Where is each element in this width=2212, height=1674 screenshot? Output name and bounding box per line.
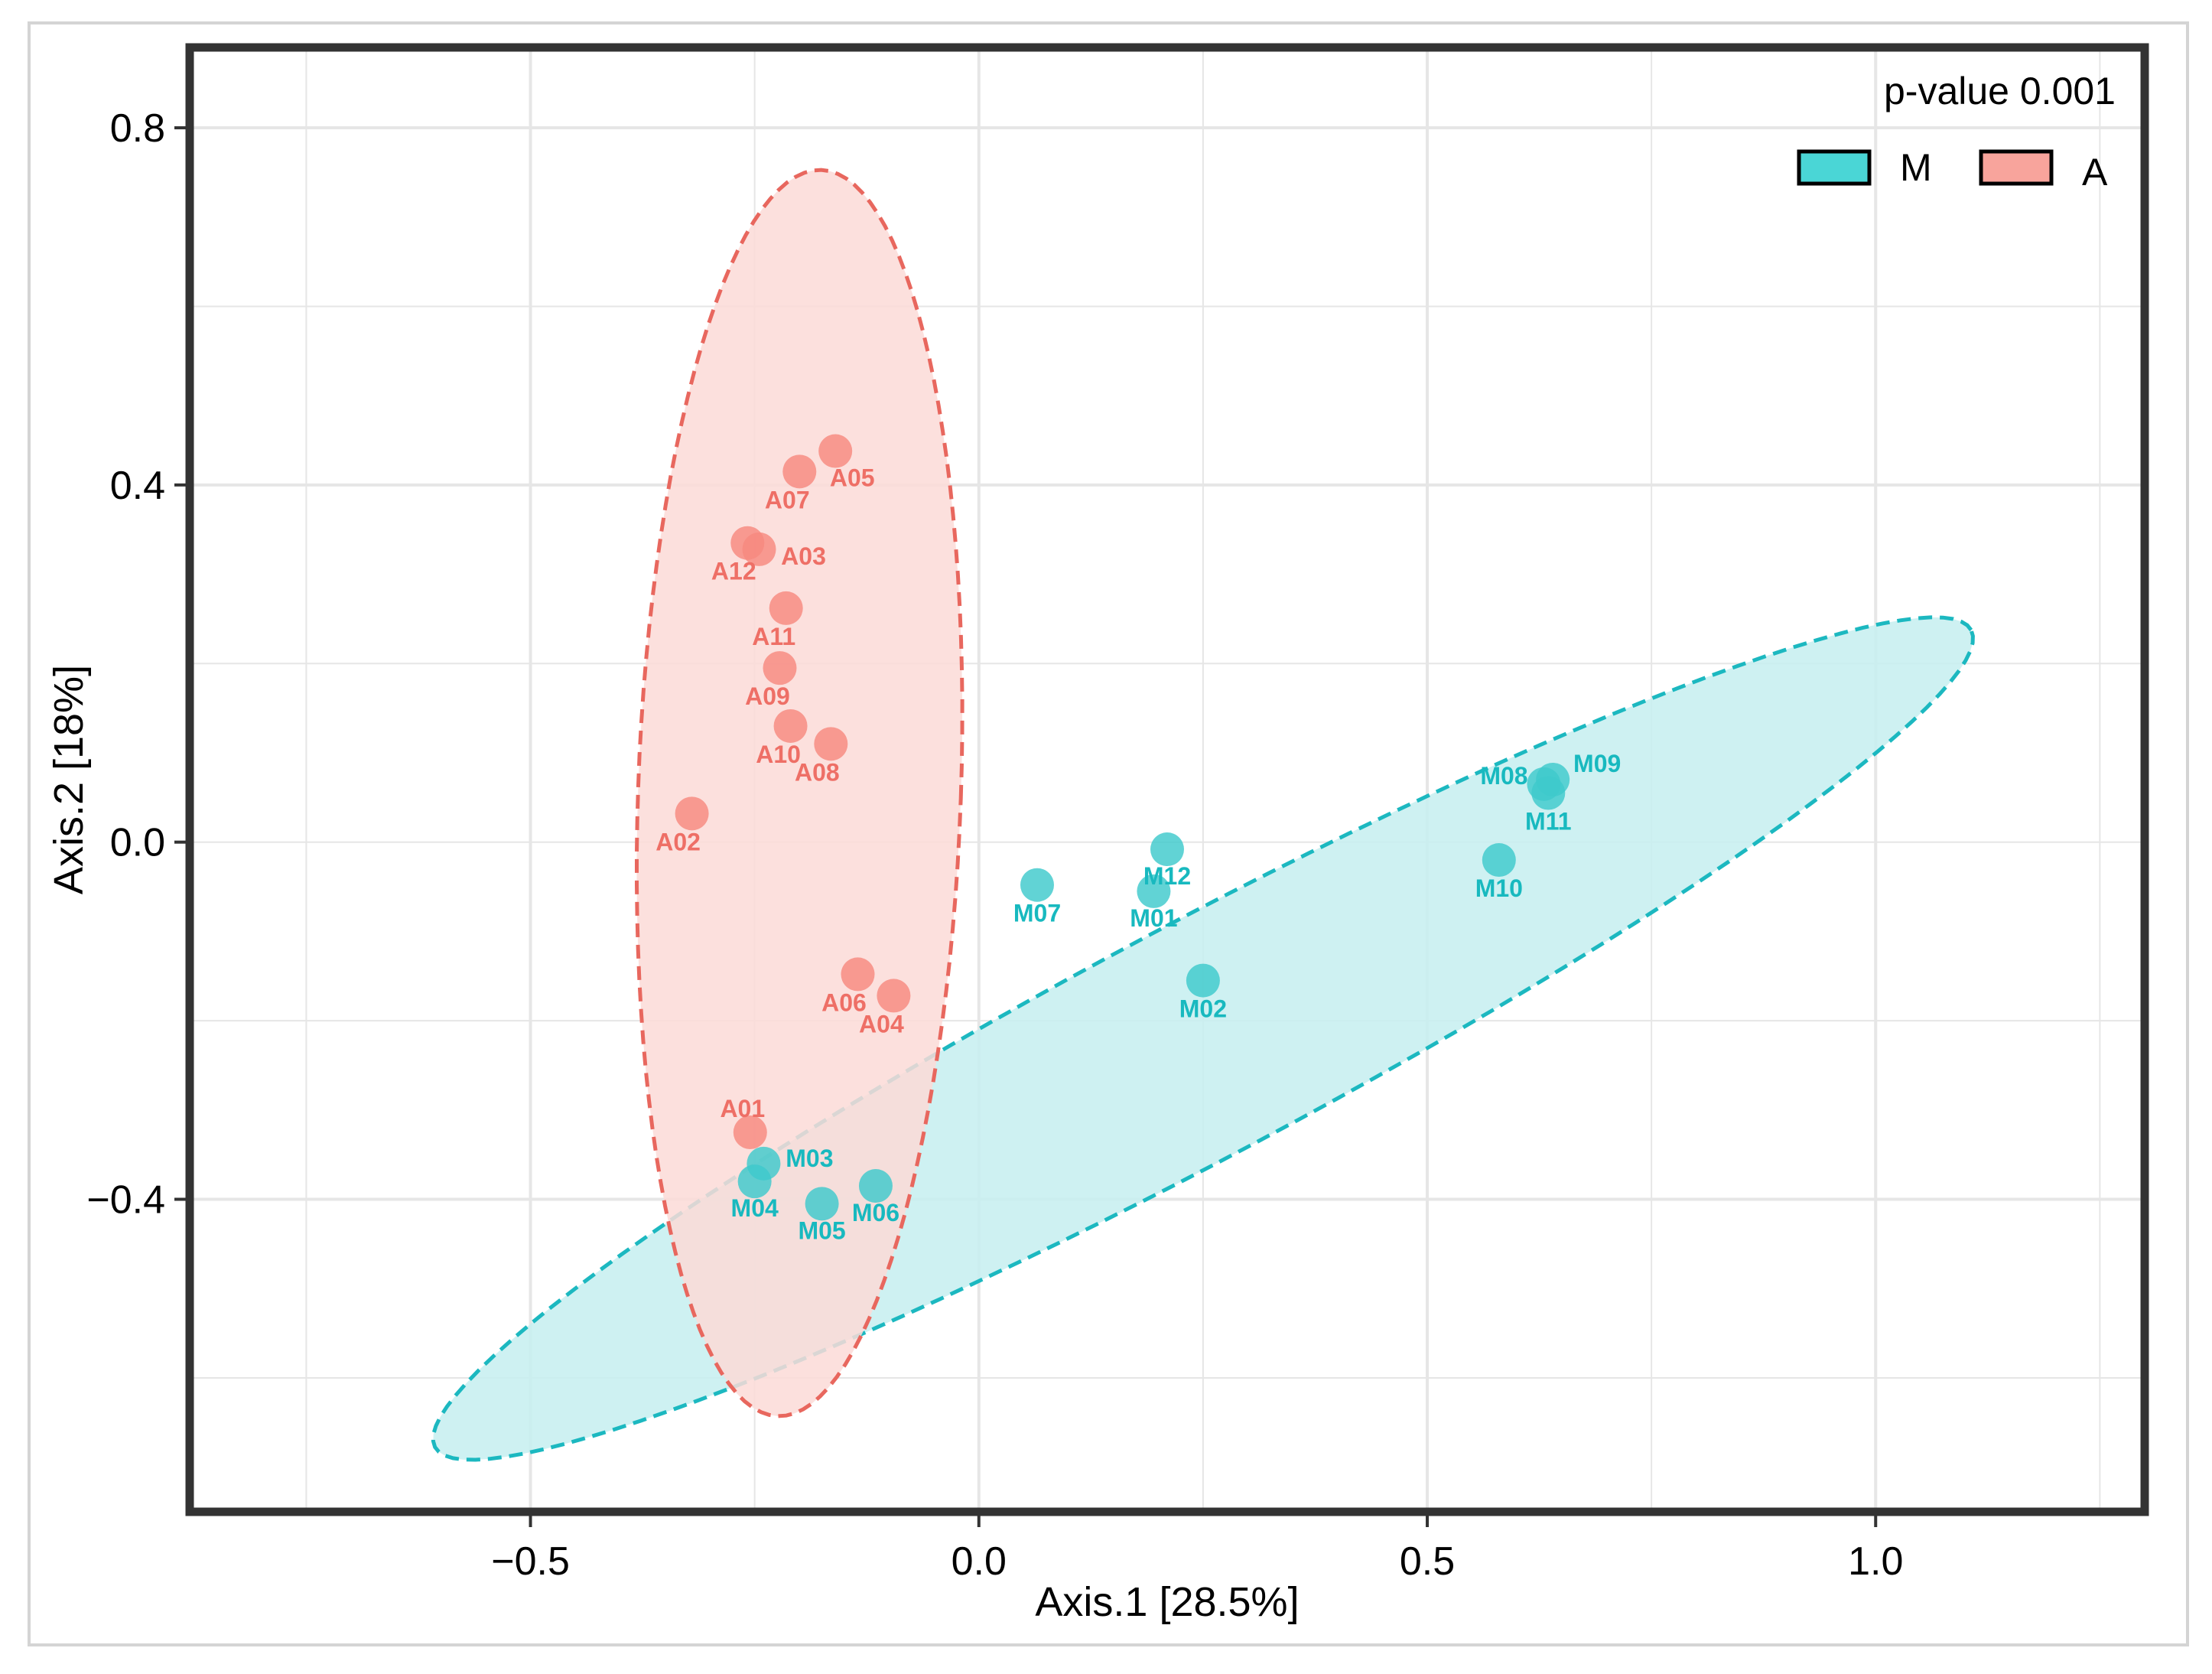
data-points	[675, 434, 1570, 1221]
point-m10	[1482, 843, 1516, 878]
point-m06	[858, 1169, 893, 1203]
point-label-a01: A01	[720, 1095, 765, 1122]
plot-panel	[190, 47, 2145, 1512]
point-m01	[1137, 874, 1171, 908]
legend-swatch-m	[1797, 149, 1872, 186]
point-a08	[814, 727, 848, 761]
x-tick-label: 0.0	[951, 1539, 1007, 1584]
point-label-a11: A11	[752, 623, 795, 650]
point-m11	[1531, 776, 1566, 810]
point-a02	[675, 796, 709, 831]
point-label-a03: A03	[781, 542, 826, 570]
point-labels: M01 M02 M03 M04 M05 M06 M07 M08 M09 M10 M11 M12 A01 A…	[655, 464, 1621, 1245]
legend-label-a: A	[2082, 151, 2108, 194]
y-tick-label: 0.8	[110, 106, 165, 151]
point-m12	[1150, 832, 1184, 867]
point-label-m06: M06	[852, 1199, 899, 1226]
point-label-m10: M10	[1475, 874, 1523, 902]
x-axis-title: Axis.1 [28.5%]	[1035, 1579, 1299, 1625]
point-a09	[763, 651, 797, 686]
point-label-a06: A06	[821, 988, 867, 1016]
legend-label-m: M	[1900, 146, 1932, 189]
point-label-m05: M05	[798, 1216, 845, 1244]
x-tick-label: 0.5	[1400, 1539, 1455, 1584]
x-tick-label: 1.0	[1848, 1539, 1903, 1584]
point-label-a08: A08	[795, 758, 840, 786]
y-tick-label: 0.0	[110, 821, 165, 865]
point-label-m08: M08	[1480, 762, 1527, 790]
ellipse-a	[635, 168, 964, 1418]
point-label-m11: M11	[1525, 808, 1571, 835]
legend: M A	[1797, 146, 2108, 194]
p-value-annotation: p-value 0.001	[1884, 70, 2116, 112]
point-label-m12: M12	[1143, 862, 1191, 890]
point-label-a07: A07	[765, 486, 810, 513]
point-a06	[841, 957, 875, 992]
point-a04	[877, 979, 911, 1013]
point-a11	[769, 591, 803, 625]
plot-panel-border	[185, 43, 2149, 1516]
point-label-a12: A12	[711, 558, 756, 585]
x-tick-label: −0.5	[491, 1539, 570, 1584]
y-tick-label: −0.4	[86, 1178, 165, 1223]
y-tick-label: 0.4	[110, 464, 165, 508]
point-label-a05: A05	[830, 464, 875, 492]
point-label-a02: A02	[655, 828, 701, 855]
point-label-m03: M03	[786, 1145, 833, 1172]
point-m05	[805, 1187, 839, 1221]
point-a10	[773, 708, 808, 743]
x-axis-ticks: −0.5 0.0 0.5 1.0	[491, 1516, 1903, 1584]
point-label-m09: M09	[1573, 750, 1621, 777]
point-a07	[782, 454, 817, 489]
confidence-ellipses	[431, 168, 1975, 1462]
legend-swatch-a	[1979, 149, 2054, 186]
point-m02	[1186, 963, 1220, 998]
y-axis-title: Axis.2 [18%]	[46, 665, 92, 894]
point-label-a09: A09	[745, 682, 790, 710]
point-m07	[1020, 868, 1054, 902]
point-a05	[818, 434, 853, 468]
figure-frame	[28, 21, 2189, 1646]
point-label-a10: A10	[756, 741, 801, 768]
point-a12	[730, 526, 765, 560]
point-label-m01: M01	[1130, 904, 1177, 932]
point-m04	[737, 1164, 772, 1199]
point-label-m02: M02	[1179, 995, 1227, 1023]
point-label-m04: M04	[731, 1194, 779, 1222]
point-label-a04: A04	[859, 1010, 904, 1037]
y-axis-ticks: −0.4 0.0 0.4 0.8	[86, 106, 186, 1223]
point-a01	[733, 1115, 767, 1149]
point-label-m07: M07	[1013, 900, 1061, 927]
